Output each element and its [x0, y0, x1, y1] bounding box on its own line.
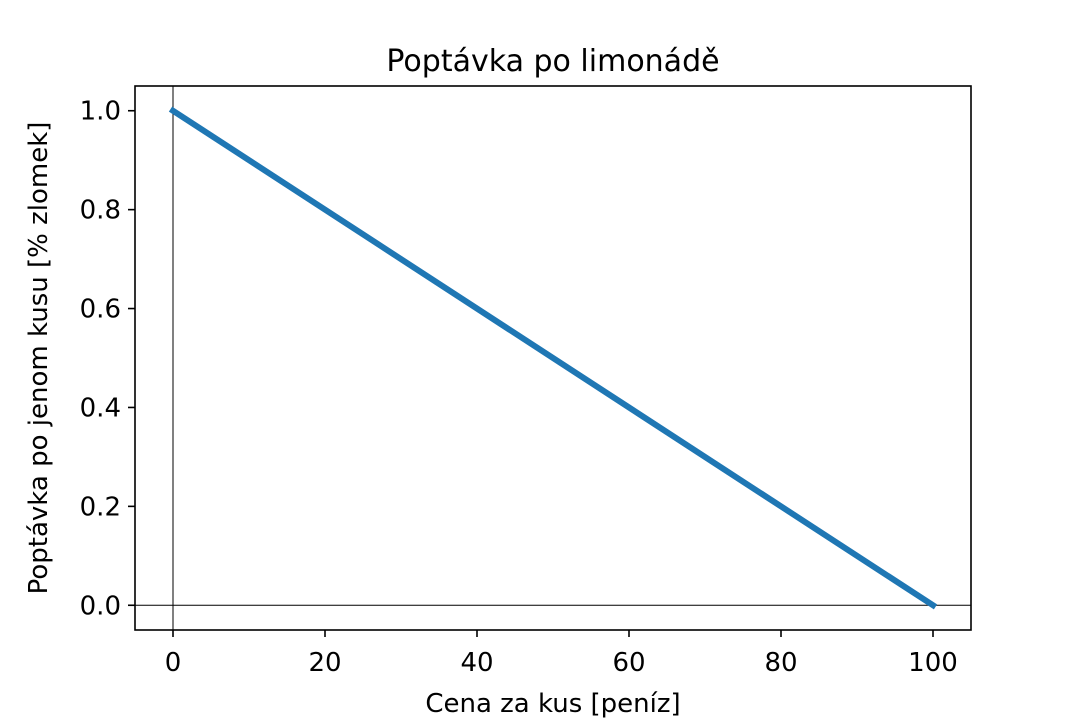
x-tick-label: 60: [612, 648, 645, 678]
chart-title: Poptávka po limonádě: [386, 44, 719, 79]
x-axis-label: Cena za kus [peníz]: [425, 689, 680, 719]
series-line-0: [168, 106, 938, 610]
plot-frame: [134, 85, 972, 631]
axis-ticks: 0 20 40 60 80 100 0.0 0.2 0.4 0.6 0.8 1.0: [80, 97, 958, 678]
y-tick-label: 0.8: [80, 196, 121, 226]
x-tick-label: 0: [165, 648, 182, 678]
y-tick-label: 1.0: [80, 97, 121, 127]
plot-area: [134, 85, 972, 631]
x-tick-label: 40: [460, 648, 493, 678]
y-tick-label: 0.6: [80, 295, 121, 325]
x-tick-label: 20: [308, 648, 341, 678]
y-tick-label: 0.4: [80, 393, 121, 423]
x-tick-label: 100: [908, 648, 958, 678]
y-axis-label: Poptávka po jenom kusu [% zlomek]: [24, 122, 54, 595]
y-tick-label: 0.0: [80, 591, 121, 621]
y-tick-label: 0.2: [80, 492, 121, 522]
x-tick-label: 80: [764, 648, 797, 678]
